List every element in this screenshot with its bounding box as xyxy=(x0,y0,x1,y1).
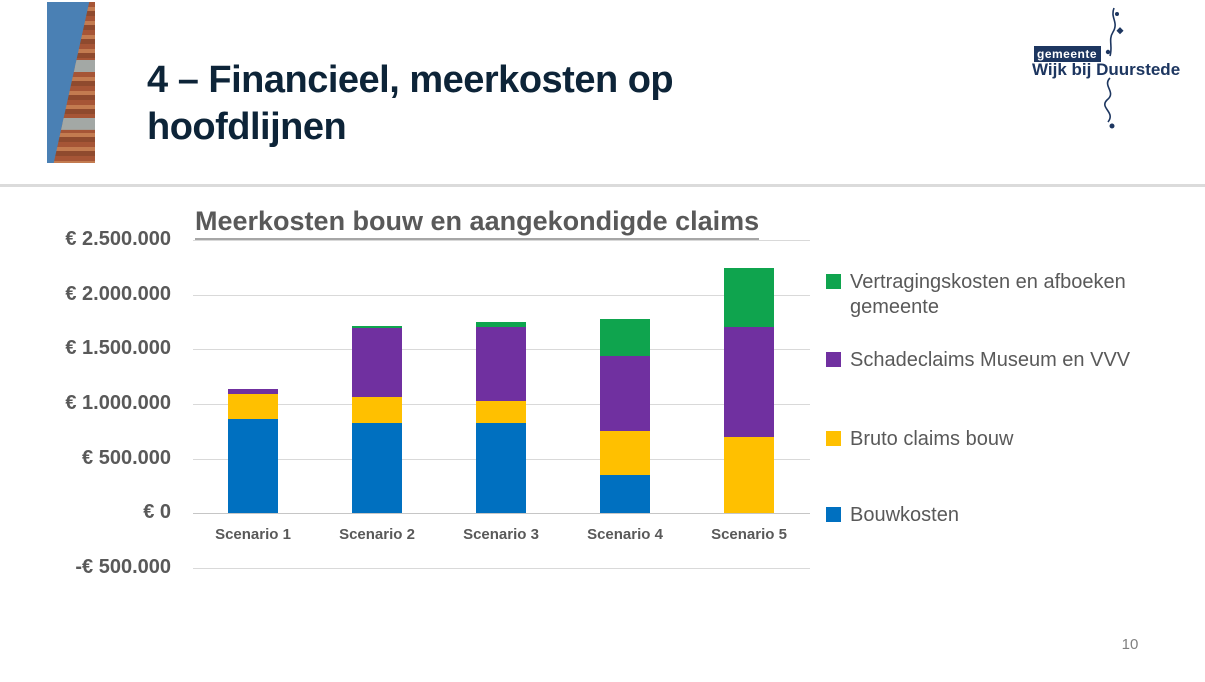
chart-legend: Vertragingskosten en afboeken gemeente Sc… xyxy=(826,268,1202,530)
y-axis-tick-label: € 1.500.000 xyxy=(65,337,171,360)
brick-tower-shape xyxy=(53,2,95,163)
bar-segment-schadeclaims xyxy=(228,388,278,395)
chart-title: Meerkosten bouw en aangekondigde claims xyxy=(195,206,760,240)
legend-swatch-icon xyxy=(826,431,841,446)
x-axis-category-label: Scenario 4 xyxy=(587,526,663,544)
bar-segment-bouwkosten xyxy=(228,419,278,514)
page-number: 10 xyxy=(1121,636,1139,653)
legend-swatch-icon xyxy=(826,274,841,289)
legend-item: Bouwkosten xyxy=(826,503,959,528)
bar-segment-schadeclaims xyxy=(352,328,402,397)
plot-area: € 2.500.000 € 2.000.000 € 1.500.000 € 1.000… xyxy=(65,228,810,578)
stone-band xyxy=(53,117,95,130)
municipality-logo: gemeente Wijk bij Duurstede xyxy=(1020,0,1205,135)
bar-segment-vertragingskosten xyxy=(600,318,650,356)
bar-segment-schadeclaims xyxy=(600,355,650,432)
legend-label: Bruto claims bouw xyxy=(850,428,1014,450)
bar-segment-bruto xyxy=(476,401,526,424)
legend-item: Schadeclaims Museum en VVV xyxy=(826,348,1130,373)
stacked-bar-scenario-3 xyxy=(476,322,526,514)
stone-band xyxy=(53,59,95,72)
bar-segment-vertragingskosten xyxy=(476,322,526,327)
header-photo-brick-tower xyxy=(47,2,95,163)
header-divider-line xyxy=(0,184,1205,187)
slide-title: 4 – Financieel, meerkosten op hoofdlijne… xyxy=(147,59,674,148)
stacked-bar-scenario-4 xyxy=(600,318,650,514)
y-axis-tick-label: € 2.500.000 xyxy=(65,228,171,250)
y-axis-tick-label: € 500.000 xyxy=(82,446,171,469)
bar-segment-bruto xyxy=(600,431,650,476)
stacked-bar-scenario-5 xyxy=(724,268,774,514)
stacked-bar-scenario-1 xyxy=(228,388,278,514)
x-axis-category-label: Scenario 3 xyxy=(463,526,539,544)
logo-municipality-name: Wijk bij Duurstede xyxy=(1032,60,1181,79)
bar-segment-bouwkosten xyxy=(352,423,402,514)
x-axis-category-label: Scenario 5 xyxy=(711,526,787,544)
gridline xyxy=(193,513,810,515)
legend-label: Bouwkosten xyxy=(850,504,959,526)
y-axis-tick-label: -€ 500.000 xyxy=(75,556,171,578)
bar-segment-schadeclaims xyxy=(724,327,774,438)
y-axis-tick-label: € 0 xyxy=(143,501,171,524)
bar-segment-schadeclaims xyxy=(476,326,526,402)
stacked-bar-scenario-2 xyxy=(352,325,402,514)
legend-swatch-icon xyxy=(826,352,841,367)
x-axis-category-label: Scenario 2 xyxy=(339,526,415,544)
logo-river-squiggle-icon xyxy=(1104,7,1124,129)
legend-swatch-icon xyxy=(826,507,841,522)
gridline xyxy=(193,240,810,241)
y-axis-tick-label: € 2.000.000 xyxy=(65,282,171,305)
legend-label: Vertragingskosten en afboeken gemeente xyxy=(850,271,1126,318)
gridline xyxy=(193,568,810,569)
bar-segment-bruto xyxy=(352,396,402,424)
bar-segment-bruto xyxy=(724,437,774,514)
bar-segment-vertragingskosten xyxy=(352,325,402,329)
gridline xyxy=(193,294,810,296)
logo-gemeente-label: gemeente xyxy=(1034,46,1102,62)
bar-segment-vertragingskosten xyxy=(724,268,774,328)
y-axis-tick-label: € 1.000.000 xyxy=(65,392,171,414)
legend-item: Vertragingskosten en afboeken gemeente xyxy=(826,270,1202,320)
legend-label: Schadeclaims Museum en VVV xyxy=(850,349,1131,371)
x-axis-category-label: Scenario 1 xyxy=(215,526,291,544)
bar-segment-bruto xyxy=(228,394,278,420)
legend-item: Bruto claims bouw xyxy=(826,427,1013,452)
bar-segment-bouwkosten xyxy=(600,475,650,514)
bar-segment-bouwkosten xyxy=(476,423,526,514)
